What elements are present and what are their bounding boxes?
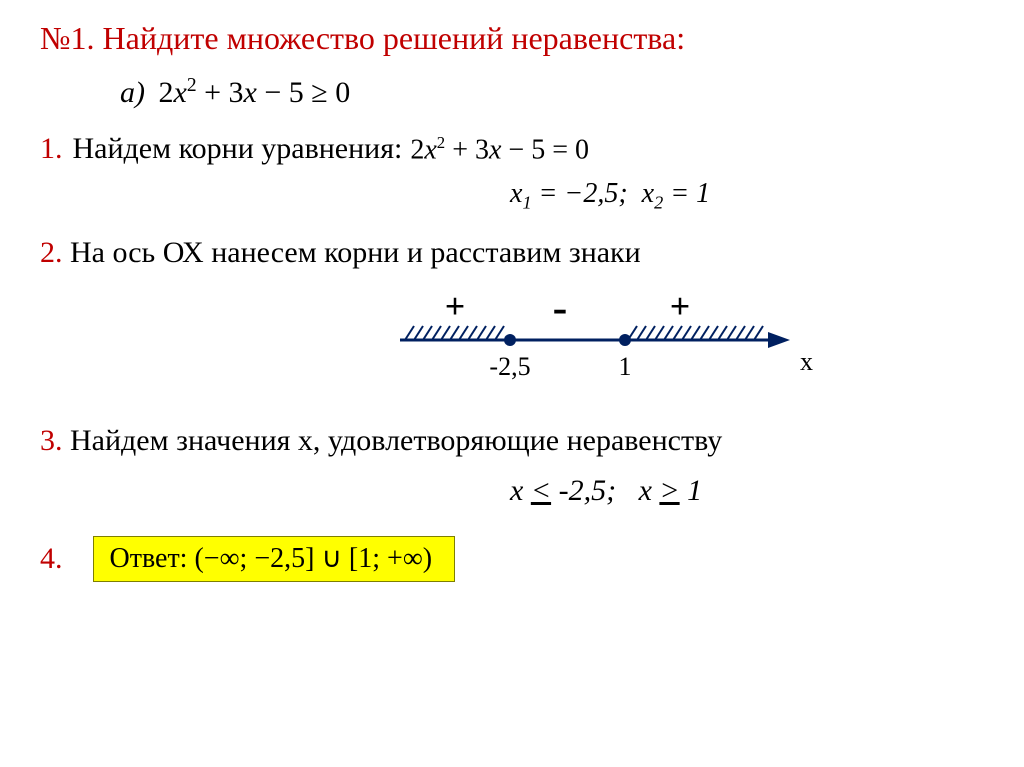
step-3: 3. Найдем значения х, удовлетворяющие не… xyxy=(40,424,994,458)
svg-text:-: - xyxy=(553,283,568,332)
problem-label: а) xyxy=(120,76,145,109)
answer-box: Ответ: (−∞; −2,5] ∪ [1; +∞) xyxy=(93,536,456,582)
solution-inequality: x < -2,5; x > 1 xyxy=(510,474,994,508)
title: №1. Найдите множество решений неравенств… xyxy=(40,20,994,57)
problem-statement: а) 2x2 + 3x − 5 ≥ 0 xyxy=(120,75,994,110)
answer-value: (−∞; −2,5] ∪ [1; +∞) xyxy=(194,543,432,574)
svg-text:1: 1 xyxy=(619,352,632,381)
step-2-text: На ось ОХ нанесем корни и расставим знак… xyxy=(70,236,641,269)
answer-label: Ответ: xyxy=(110,543,188,574)
step-1-num: 1. xyxy=(40,132,63,166)
number-line-svg: + - + -2,5 1 х xyxy=(350,280,850,410)
answer-row: 4. Ответ: (−∞; −2,5] ∪ [1; +∞) xyxy=(40,536,994,582)
step-1-text: Найдем корни уравнения: xyxy=(73,132,403,166)
step-4-num: 4. xyxy=(40,542,63,576)
roots: x1 = −2,5; x2 = 1 xyxy=(510,178,994,214)
step-1: 1. Найдем корни уравнения: 2x2 + 3x − 5 … xyxy=(30,132,994,166)
svg-text:-2,5: -2,5 xyxy=(489,352,530,381)
step-3-num: 3. xyxy=(40,424,63,457)
step-3-text: Найдем значения х, удовлетворяющие нерав… xyxy=(70,424,722,457)
svg-text:+: + xyxy=(445,286,466,326)
step-2: 2. На ось ОХ нанесем корни и расставим з… xyxy=(40,236,994,270)
svg-text:х: х xyxy=(800,347,813,376)
number-line-diagram: + - + -2,5 1 х xyxy=(350,280,850,410)
svg-text:+: + xyxy=(670,286,691,326)
step-1-equation: 2x2 + 3x − 5 = 0 xyxy=(410,133,589,166)
step-2-num: 2. xyxy=(40,236,63,269)
